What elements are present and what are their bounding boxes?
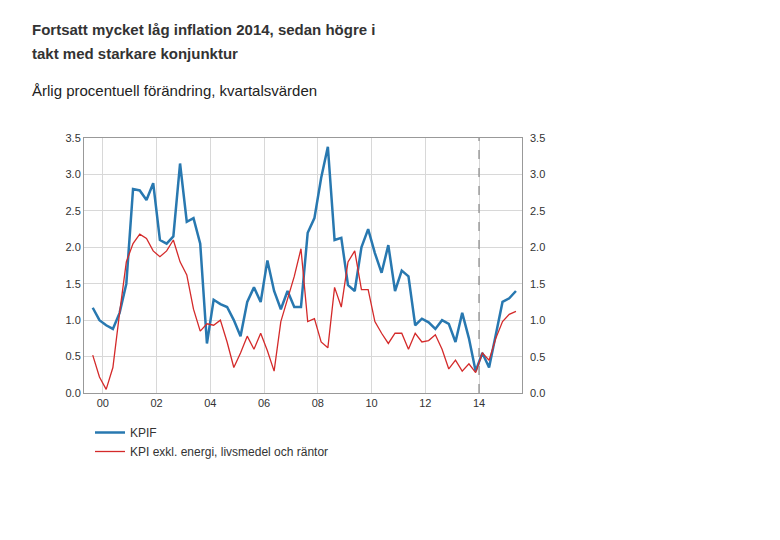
svg-text:2.5: 2.5 xyxy=(66,205,81,217)
svg-text:10: 10 xyxy=(365,397,377,409)
svg-text:KPIF: KPIF xyxy=(130,426,157,440)
svg-text:1.5: 1.5 xyxy=(66,278,81,290)
svg-text:02: 02 xyxy=(150,397,162,409)
svg-text:3.5: 3.5 xyxy=(66,132,81,144)
svg-text:14: 14 xyxy=(473,397,485,409)
svg-text:3.0: 3.0 xyxy=(66,168,81,180)
svg-text:2.0: 2.0 xyxy=(530,241,545,253)
svg-text:12: 12 xyxy=(419,397,431,409)
svg-text:00: 00 xyxy=(97,397,109,409)
svg-text:0.0: 0.0 xyxy=(66,387,81,399)
svg-text:06: 06 xyxy=(258,397,270,409)
svg-text:3.0: 3.0 xyxy=(530,168,545,180)
svg-text:0.5: 0.5 xyxy=(66,350,81,362)
svg-text:0.0: 0.0 xyxy=(530,387,545,399)
svg-text:Fortsatt mycket låg inflation: Fortsatt mycket låg inflation 2014, seda… xyxy=(32,21,375,38)
svg-text:04: 04 xyxy=(204,397,216,409)
svg-text:takt med starkare konjunktur: takt med starkare konjunktur xyxy=(32,45,238,62)
svg-text:KPI exkl. energi, livsmedel oc: KPI exkl. energi, livsmedel och räntor xyxy=(130,445,328,459)
svg-text:0.5: 0.5 xyxy=(530,351,545,363)
svg-text:Årlig procentuell förändring,: Årlig procentuell förändring, kvartalsvä… xyxy=(32,82,317,99)
svg-text:1.0: 1.0 xyxy=(530,314,545,326)
svg-text:08: 08 xyxy=(312,397,324,409)
svg-text:2.0: 2.0 xyxy=(66,241,81,253)
svg-text:1.5: 1.5 xyxy=(530,278,545,290)
svg-text:3.5: 3.5 xyxy=(530,132,545,144)
svg-text:2.5: 2.5 xyxy=(530,205,545,217)
svg-text:1.0: 1.0 xyxy=(66,314,81,326)
